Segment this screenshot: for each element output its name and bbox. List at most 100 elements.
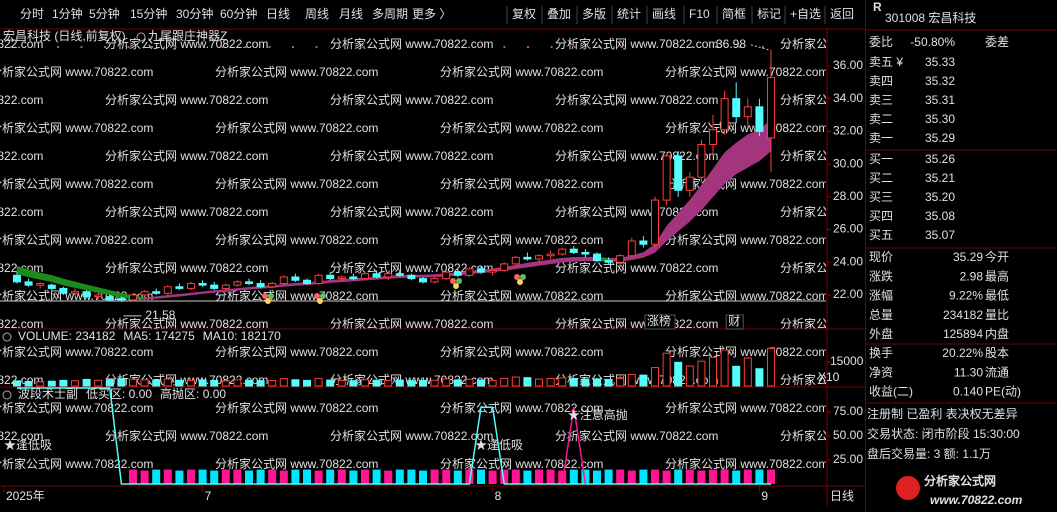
indicator-header: 低买区: 0.00	[86, 387, 152, 401]
indicator-bar	[732, 470, 741, 484]
ask-price: 35.30	[925, 112, 955, 126]
toolbar-button[interactable]: 叠加	[547, 7, 571, 21]
y-tick-label: 75.00	[833, 404, 863, 418]
indicator-annotation: ★注意高抛	[568, 407, 628, 422]
toolbar-tab[interactable]: 多周期	[372, 7, 408, 21]
low-label: 21.58	[145, 308, 175, 322]
icon	[317, 298, 323, 304]
candle-body	[732, 98, 741, 118]
toolbar-tab[interactable]: 日线	[266, 7, 290, 21]
signal-icons	[262, 274, 526, 304]
indicator-bar	[500, 469, 509, 484]
candle-body	[616, 255, 625, 263]
toolbar-button[interactable]: 返回	[830, 7, 854, 21]
candle-body	[129, 294, 137, 301]
watermark: 分析家公式网 www.70822.com	[105, 316, 268, 331]
indicator-bar	[187, 469, 195, 484]
indicator-bar	[384, 470, 393, 484]
toolbar-button[interactable]: 统计	[617, 7, 641, 21]
watermark: 分析家公式网 www.70822.com	[780, 204, 943, 219]
watermark: 分析家公式网 www.70822.com	[105, 260, 268, 275]
watermark: 分析家公式网 www.70822.com	[330, 148, 493, 163]
volume-bar	[442, 378, 451, 387]
watermark: 分析家公式网 www.70822.com	[105, 36, 268, 51]
bid-price: 35.20	[925, 190, 955, 204]
indicator-bar	[268, 469, 277, 484]
volume-bar	[198, 379, 207, 387]
volume-bar	[94, 379, 103, 387]
candle-body	[245, 281, 253, 285]
candle-body	[13, 274, 21, 283]
indicator-bar	[697, 470, 706, 484]
quote-note: 交易状态: 闭市阶段 15:30:00	[867, 426, 1020, 441]
indicator-bar	[152, 469, 161, 484]
toolbar-button[interactable]: F10	[689, 7, 710, 21]
indicator-bar	[604, 469, 613, 484]
candle-body	[558, 248, 567, 255]
toolbar-tab[interactable]: 5分钟	[89, 6, 120, 21]
stat-value: 125894	[943, 327, 983, 341]
toolbar-button[interactable]: 复权	[512, 7, 536, 21]
watermark: 分析家公式网 www.70822.com	[780, 372, 943, 387]
toolbar-button[interactable]: 标记	[757, 7, 781, 21]
high-pointer	[750, 44, 770, 51]
toolbar-button[interactable]: 多版	[582, 7, 606, 21]
toolbar-tab[interactable]: 分时	[20, 7, 44, 21]
indicator-bar	[291, 469, 300, 484]
watermark: 分析家公式网 www.70822.com	[555, 372, 718, 387]
toolbar-tab[interactable]: 周线	[305, 7, 329, 21]
candle-body	[743, 106, 752, 118]
watermark: 分析家公式网 www.70822.com	[440, 120, 603, 135]
candle-body	[720, 98, 729, 131]
quote-note: 盘后交易量: 3 额: 1.1万	[867, 446, 991, 461]
icon	[514, 274, 520, 280]
stat-value: 9.22%	[949, 289, 983, 303]
y-tick-label: 34.00	[833, 91, 863, 105]
watermark: 分析家公式网 www.70822.com	[665, 400, 828, 415]
toolbar-button[interactable]: 简框	[722, 7, 746, 21]
indicator-annotation: ★逢低吸	[4, 438, 52, 452]
period-label: 日线	[830, 489, 854, 503]
watermark: 分析家公式网 www.70822.com	[780, 260, 943, 275]
volume-bar	[314, 377, 323, 387]
volume-bar	[500, 377, 509, 387]
indicator-bar	[569, 469, 578, 484]
volume-bar	[720, 349, 729, 387]
indicator-bar	[430, 469, 439, 484]
volume-bar	[163, 378, 172, 387]
toolbar-tab[interactable]: 月线	[339, 7, 363, 21]
candle-body	[419, 278, 427, 283]
watermark: 分析家公式网 www.70822.com	[0, 344, 153, 359]
toolbar-tab[interactable]: 30分钟	[176, 6, 213, 21]
candle-body	[546, 253, 555, 257]
volume-bar	[419, 380, 427, 387]
icon	[314, 293, 320, 299]
candle-body	[71, 291, 79, 294]
toolbar-tab[interactable]: 1分钟	[52, 6, 83, 21]
bid-label: 买四	[869, 209, 893, 223]
marker-dot	[738, 46, 741, 48]
candle-body	[36, 283, 45, 286]
candle-body	[674, 155, 683, 191]
y-tick-label: 15000	[830, 354, 864, 368]
toolbar-tab[interactable]: 60分钟	[220, 6, 257, 21]
toolbar-button[interactable]: 画线	[652, 7, 676, 21]
indicator-bar	[755, 469, 764, 484]
toolbar-button[interactable]: +自选	[790, 7, 821, 21]
candle-body	[337, 276, 346, 280]
indicator-bar	[314, 470, 323, 484]
toolbar-tab[interactable]: 更多 〉	[412, 7, 451, 21]
marker-dot	[80, 46, 83, 48]
volume-bar	[651, 367, 659, 387]
indicator-line	[17, 387, 771, 485]
watermark: 分析家公式网 www.70822.com	[665, 456, 828, 471]
watermark: 分析家公式网 www.70822.com	[215, 456, 378, 471]
watermark: 分析家公式网 www.70822.com	[555, 316, 718, 331]
watermark: 分析家公式网 www.70822.com	[780, 36, 943, 51]
watermark: 分析家公式网 www.70822.com	[330, 372, 493, 387]
ask-price: 35.31	[925, 93, 955, 107]
toolbar-tab[interactable]: 15分钟	[130, 6, 167, 21]
band-segment	[561, 257, 575, 263]
volume-bar	[732, 365, 741, 387]
